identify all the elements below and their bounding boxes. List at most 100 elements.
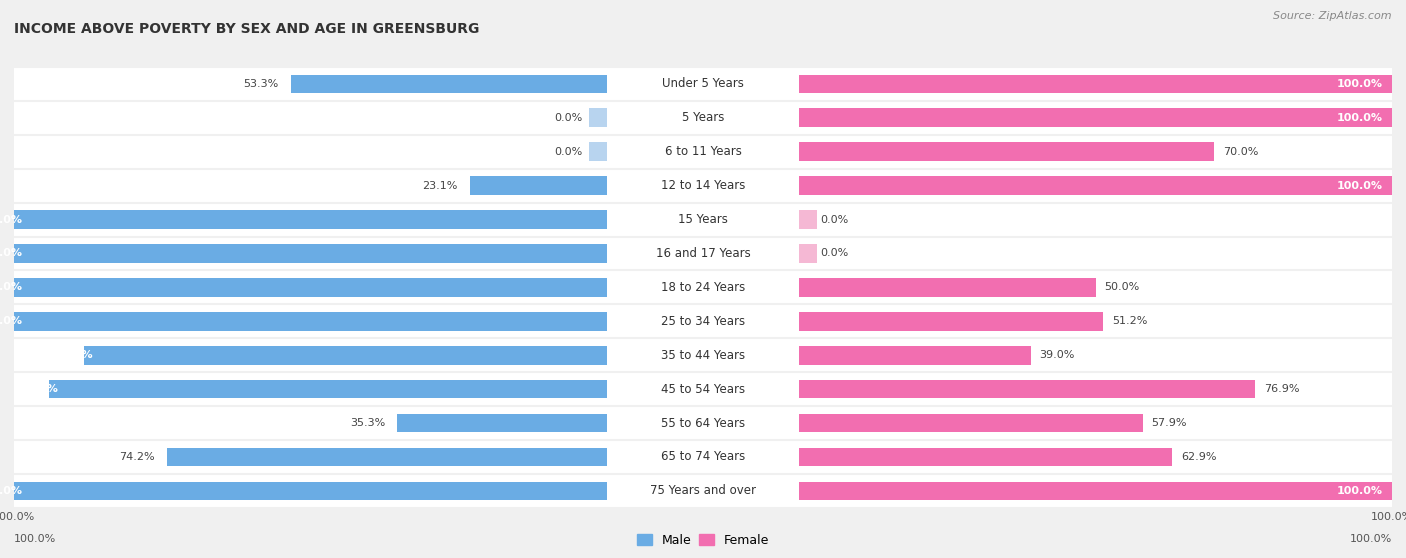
Text: 23.1%: 23.1%: [422, 181, 458, 191]
Text: 12 to 14 Years: 12 to 14 Years: [661, 179, 745, 192]
Bar: [14, 135, 606, 169]
Text: 55 to 64 Years: 55 to 64 Years: [661, 416, 745, 430]
Text: 88.2%: 88.2%: [55, 350, 93, 360]
Bar: [606, 135, 800, 169]
Bar: [606, 67, 800, 101]
Text: 75 Years and over: 75 Years and over: [650, 484, 756, 497]
Text: 94.1%: 94.1%: [20, 384, 58, 394]
Text: INCOME ABOVE POVERTY BY SEX AND AGE IN GREENSBURG: INCOME ABOVE POVERTY BY SEX AND AGE IN G…: [14, 22, 479, 36]
Text: 100.0%: 100.0%: [1337, 113, 1384, 123]
Bar: [800, 210, 817, 229]
Bar: [606, 203, 800, 237]
Bar: [291, 75, 606, 93]
Bar: [14, 406, 606, 440]
Bar: [14, 372, 606, 406]
Text: 51.2%: 51.2%: [1112, 316, 1147, 326]
Bar: [800, 101, 1392, 135]
Bar: [606, 237, 800, 271]
Bar: [14, 278, 606, 297]
Bar: [800, 108, 1392, 127]
Bar: [606, 271, 800, 304]
Bar: [800, 278, 1095, 297]
Bar: [589, 142, 606, 161]
Legend: Male, Female: Male, Female: [631, 529, 775, 552]
Text: 70.0%: 70.0%: [1223, 147, 1258, 157]
Bar: [800, 380, 1256, 398]
Bar: [14, 440, 606, 474]
Bar: [606, 406, 800, 440]
Bar: [800, 440, 1392, 474]
Bar: [14, 304, 606, 338]
Text: 100.0%: 100.0%: [1337, 79, 1384, 89]
Bar: [800, 406, 1392, 440]
Text: 100.0%: 100.0%: [0, 248, 22, 258]
Text: 25 to 34 Years: 25 to 34 Years: [661, 315, 745, 328]
Bar: [606, 474, 800, 508]
Bar: [800, 372, 1392, 406]
Text: 0.0%: 0.0%: [554, 147, 583, 157]
Text: Source: ZipAtlas.com: Source: ZipAtlas.com: [1274, 11, 1392, 21]
Text: 100.0%: 100.0%: [0, 215, 22, 224]
Bar: [800, 142, 1215, 161]
Bar: [84, 346, 606, 364]
Text: 65 to 74 Years: 65 to 74 Years: [661, 450, 745, 463]
Text: 5 Years: 5 Years: [682, 112, 724, 124]
Bar: [606, 440, 800, 474]
Text: 100.0%: 100.0%: [0, 282, 22, 292]
Bar: [800, 237, 1392, 271]
Bar: [800, 312, 1102, 330]
Bar: [14, 101, 606, 135]
Bar: [470, 176, 606, 195]
Bar: [14, 203, 606, 237]
Bar: [14, 169, 606, 203]
Text: 100.0%: 100.0%: [14, 534, 56, 544]
Text: 0.0%: 0.0%: [554, 113, 583, 123]
Bar: [800, 244, 817, 263]
Bar: [800, 176, 1392, 195]
Bar: [167, 448, 606, 466]
Text: 57.9%: 57.9%: [1152, 418, 1187, 428]
Bar: [14, 244, 606, 263]
Bar: [14, 271, 606, 304]
Bar: [606, 304, 800, 338]
Bar: [14, 210, 606, 229]
Text: 18 to 24 Years: 18 to 24 Years: [661, 281, 745, 294]
Bar: [800, 448, 1173, 466]
Bar: [606, 338, 800, 372]
Bar: [49, 380, 606, 398]
Text: Under 5 Years: Under 5 Years: [662, 78, 744, 90]
Bar: [14, 474, 606, 508]
Text: 50.0%: 50.0%: [1105, 282, 1140, 292]
Text: 35.3%: 35.3%: [350, 418, 385, 428]
Bar: [800, 135, 1392, 169]
Bar: [800, 413, 1143, 432]
Bar: [606, 169, 800, 203]
Bar: [800, 203, 1392, 237]
Text: 0.0%: 0.0%: [820, 215, 848, 224]
Bar: [14, 237, 606, 271]
Text: 76.9%: 76.9%: [1264, 384, 1299, 394]
Bar: [14, 67, 606, 101]
Text: 6 to 11 Years: 6 to 11 Years: [665, 145, 741, 158]
Text: 53.3%: 53.3%: [243, 79, 278, 89]
Text: 45 to 54 Years: 45 to 54 Years: [661, 383, 745, 396]
Text: 35 to 44 Years: 35 to 44 Years: [661, 349, 745, 362]
Bar: [14, 312, 606, 330]
Text: 74.2%: 74.2%: [120, 452, 155, 462]
Bar: [398, 413, 606, 432]
Bar: [800, 482, 1392, 500]
Bar: [800, 474, 1392, 508]
Text: 39.0%: 39.0%: [1039, 350, 1074, 360]
Text: 15 Years: 15 Years: [678, 213, 728, 226]
Text: 100.0%: 100.0%: [0, 486, 22, 496]
Text: 100.0%: 100.0%: [0, 316, 22, 326]
Bar: [800, 338, 1392, 372]
Text: 16 and 17 Years: 16 and 17 Years: [655, 247, 751, 260]
Bar: [589, 108, 606, 127]
Text: 100.0%: 100.0%: [1350, 534, 1392, 544]
Bar: [606, 372, 800, 406]
Bar: [800, 271, 1392, 304]
Bar: [800, 67, 1392, 101]
Bar: [800, 346, 1031, 364]
Bar: [606, 101, 800, 135]
